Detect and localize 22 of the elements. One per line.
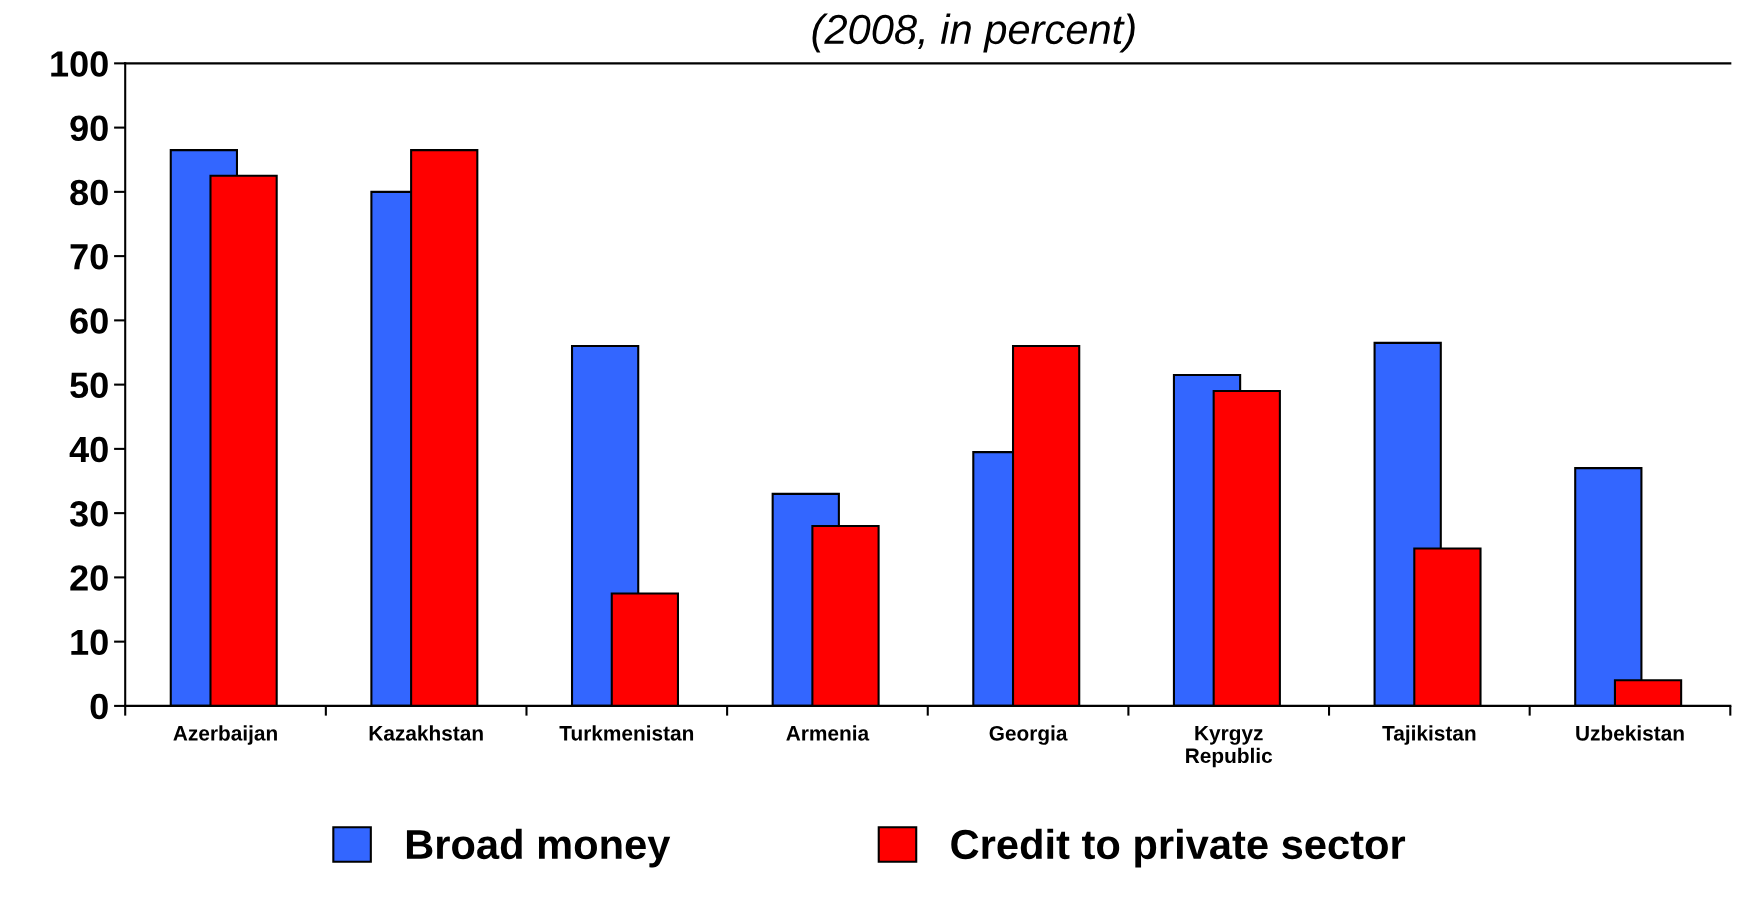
x-tick-label: Armenia: [786, 725, 870, 741]
y-tick-label: 50: [70, 372, 108, 399]
legend-label: Credit to private sector: [951, 828, 1406, 868]
y-tick-label: 80: [70, 179, 108, 206]
y-tick-label: 70: [70, 243, 108, 270]
x-tick-label: Kazakhstan: [369, 725, 483, 741]
y-tick-label: 100: [51, 51, 108, 77]
x-tick-label: Kyrgyz Republic: [1186, 726, 1273, 768]
x-tick-label: Tajikistan: [1382, 725, 1476, 745]
y-tick-label: 20: [70, 565, 108, 591]
x-tick-label: Azerbaijan: [173, 725, 277, 745]
y-tick-label: 10: [71, 629, 108, 656]
x-tick-label: Turkmenistan: [559, 725, 694, 741]
y-tick-label: 40: [69, 436, 108, 463]
x-tick-label: Georgia: [989, 725, 1068, 745]
x-tick-label: Uzbekistan: [1576, 725, 1684, 741]
y-tick-label: 90: [70, 115, 108, 142]
y-tick-label: 0: [90, 693, 108, 720]
y-tick-label: 60: [70, 308, 108, 334]
legend-label: Broad money: [406, 828, 671, 868]
chart-title: (2008, in percent): [812, 13, 1135, 53]
y-tick-label: 30: [69, 501, 108, 527]
